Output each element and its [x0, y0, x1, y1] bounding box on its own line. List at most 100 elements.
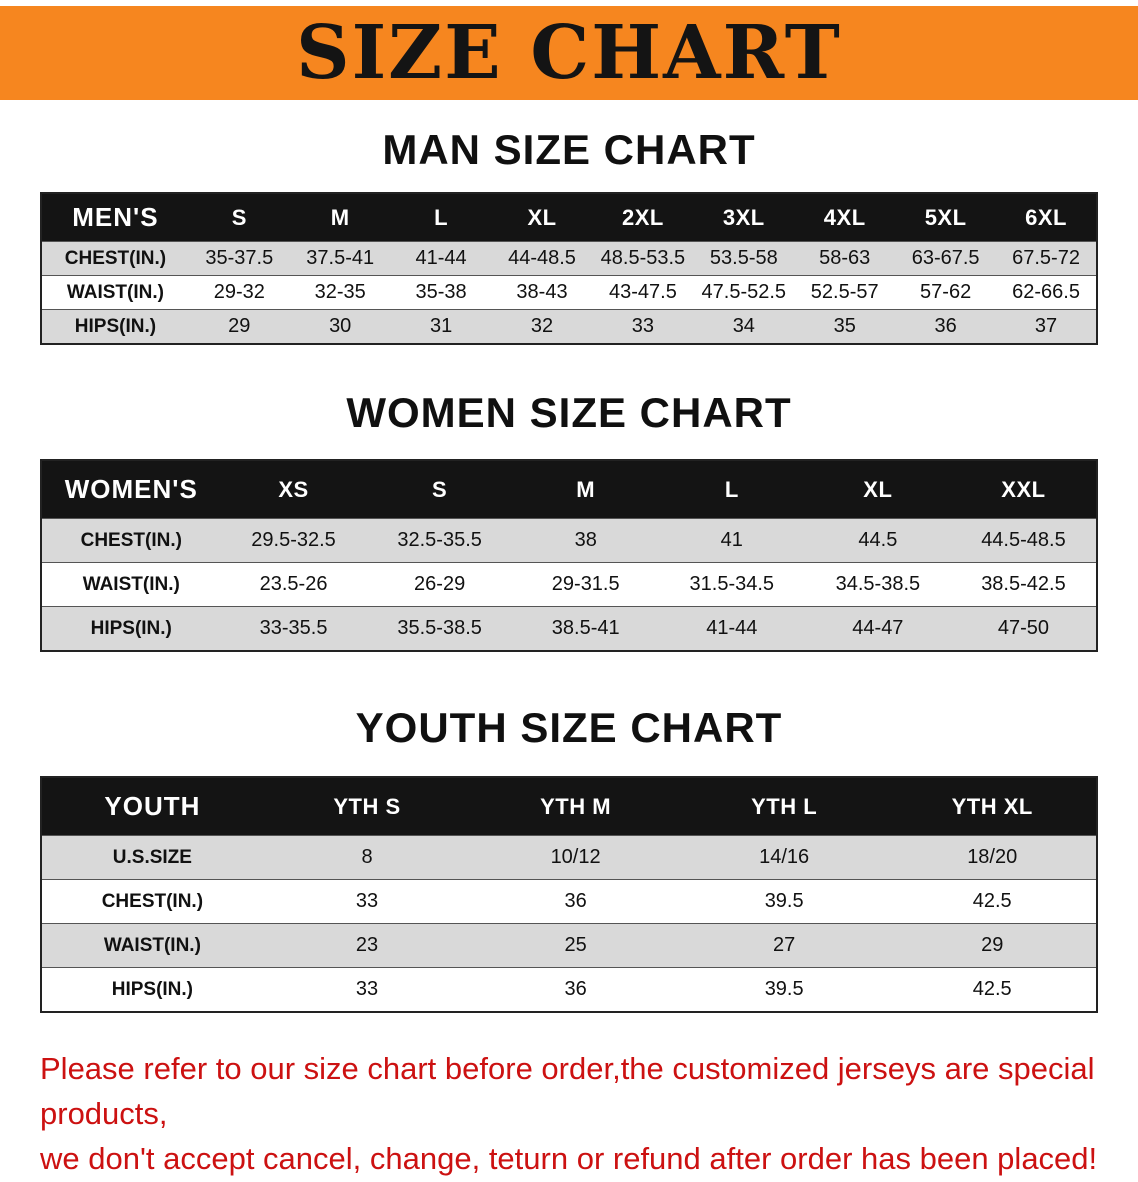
size-value: 26-29	[414, 573, 466, 595]
size-value: 44.5-48.5	[981, 529, 1066, 551]
size-value: 29	[228, 315, 251, 337]
women-section-heading: WOMEN SIZE CHART	[346, 389, 792, 436]
size-value: 38-43	[516, 281, 568, 303]
size-value: 52.5-57	[810, 281, 879, 303]
size-value: 34	[732, 315, 755, 337]
size-value: 43-47.5	[608, 281, 677, 303]
table-row: HIPS(IN.) 33-35.5 35.5-38.5 38.5-41 41-44 44-…	[41, 606, 1097, 651]
size-value: 35	[833, 315, 856, 337]
header-row: YOUTH YTH S YTH M YTH L YTH XL	[41, 777, 1097, 836]
row-label: WAIST(IN.)	[66, 281, 164, 303]
size-column-header: XL	[804, 460, 951, 519]
size-value: 44-48.5	[508, 247, 576, 269]
size-value: 35-37.5	[205, 247, 274, 269]
size-value: 41-44	[706, 617, 758, 639]
size-value: 29	[981, 934, 1004, 956]
table-row: CHEST(IN.) 35-37.5 37.5-41 41-44 44-48.5 48.5…	[41, 241, 1097, 276]
size-value: 39.5	[764, 978, 804, 1000]
size-value: 31.5-34.5	[689, 573, 775, 595]
row-label: WAIST(IN.)	[103, 934, 201, 956]
header-row: WOMEN'S XS S M L XL XXL	[41, 460, 1097, 519]
size-value: 67.5-72	[1012, 247, 1080, 269]
size-column-header: XL	[491, 193, 593, 242]
size-value: 32.5-35.5	[397, 529, 482, 551]
size-column-header: XS	[220, 460, 367, 519]
size-column-header: M	[512, 460, 659, 519]
size-value: 33	[355, 978, 379, 1000]
size-column-header: YTH L	[679, 777, 889, 836]
row-label: WAIST(IN.)	[82, 573, 180, 595]
size-value: 47-50	[997, 617, 1050, 639]
size-value: 29-32	[213, 281, 265, 303]
row-label: HIPS(IN.)	[74, 315, 157, 337]
size-value: 36	[564, 890, 587, 912]
size-column-header: L	[390, 193, 492, 242]
size-value: 42.5	[972, 978, 1012, 1000]
size-value: 23	[355, 934, 379, 956]
size-value: 32-35	[314, 281, 366, 303]
size-value: 41	[720, 529, 743, 551]
size-column-header: 4XL	[794, 193, 896, 242]
size-column-header: 5XL	[895, 193, 997, 242]
table-row: HIPS(IN.) 33 36 39.5 42.5	[41, 967, 1097, 1012]
size-value: 44-47	[852, 617, 904, 639]
size-value: 30	[329, 315, 352, 337]
row-label: CHEST(IN.)	[101, 890, 204, 912]
table-title-cell: WOMEN'S	[41, 460, 221, 519]
size-column-header: YTH S	[262, 777, 472, 836]
size-value: 25	[564, 934, 587, 956]
size-column-header: M	[289, 193, 391, 242]
size-value: 42.5	[972, 890, 1012, 912]
size-value: 62-66.5	[1012, 281, 1080, 303]
disclaimer-line-1: Please refer to our size chart before or…	[40, 1051, 1095, 1131]
size-value: 38.5-42.5	[981, 573, 1066, 595]
size-value: 33-35.5	[259, 617, 328, 639]
size-column-header: YTH M	[471, 777, 680, 836]
row-label: HIPS(IN.)	[111, 978, 194, 1000]
size-column-header: S	[366, 460, 513, 519]
size-value: 44.5	[858, 529, 898, 551]
table-row: CHEST(IN.) 33 36 39.5 42.5	[41, 879, 1097, 924]
size-value: 31	[429, 315, 453, 337]
size-value: 38	[574, 529, 597, 551]
disclaimer-line-2: we don't accept cancel, change, teturn o…	[40, 1140, 1098, 1176]
row-label: HIPS(IN.)	[90, 617, 172, 639]
row-label: U.S.SIZE	[112, 846, 192, 868]
women-size-table: WOMEN'S XS S M L XL XXL CHEST(IN.) 29.5-32.5 32.5…	[40, 459, 1098, 652]
row-label: CHEST(IN.)	[64, 247, 167, 269]
table-row: WAIST(IN.) 23.5-26 26-29 29-31.5 31.5-34.5 34…	[41, 562, 1097, 607]
size-value: 23.5-26	[259, 573, 328, 595]
size-value: 33	[631, 315, 655, 337]
size-value: 63-67.5	[911, 247, 980, 269]
size-value: 58-63	[819, 247, 871, 269]
size-value: 27	[773, 934, 796, 956]
size-value: 33	[355, 890, 379, 912]
size-value: 37	[1034, 315, 1058, 337]
size-value: 38.5-41	[551, 617, 620, 639]
table-title-cell: MEN'S	[41, 193, 189, 242]
size-value: 37.5-41	[306, 247, 375, 269]
size-value: 35.5-38.5	[397, 617, 482, 639]
size-value: 39.5	[764, 890, 804, 912]
header-row: MEN'S S M L XL 2XL 3XL 4XL 5XL 6XL	[41, 193, 1097, 242]
size-column-header: 6XL	[996, 193, 1097, 242]
table-row: HIPS(IN.) 29 30 31 32 33 34 35 36 37	[41, 309, 1097, 344]
youth-section-heading: YOUTH SIZE CHART	[355, 704, 783, 751]
size-value: 14/16	[759, 846, 810, 868]
youth-size-table: YOUTH YTH S YTH M YTH L YTH XL U.S.SIZE 8 10/12…	[40, 776, 1098, 1013]
men-size-table: MEN'S S M L XL 2XL 3XL 4XL 5XL 6XL CHEST(IN.) 35-37…	[40, 192, 1098, 345]
size-value: 8	[361, 846, 373, 868]
size-column-header: YTH XL	[888, 777, 1097, 836]
size-column-header: 3XL	[693, 193, 795, 242]
size-value: 29.5-32.5	[251, 529, 336, 551]
size-value: 53.5-58	[709, 247, 778, 269]
row-label: CHEST(IN.)	[80, 529, 182, 551]
size-value: 18/20	[967, 846, 1018, 868]
size-value: 47.5-52.5	[701, 281, 787, 303]
table-row: U.S.SIZE 8 10/12 14/16 18/20	[41, 835, 1097, 880]
size-value: 36	[564, 978, 587, 1000]
size-chart-page: SIZE CHART MAN SIZE CHART MEN'S S M L XL 2XL 3…	[0, 6, 1138, 1182]
men-section-heading: MAN SIZE CHART	[382, 126, 756, 173]
page-title: SIZE CHART	[296, 10, 842, 96]
size-column-header: XXL	[950, 460, 1097, 519]
